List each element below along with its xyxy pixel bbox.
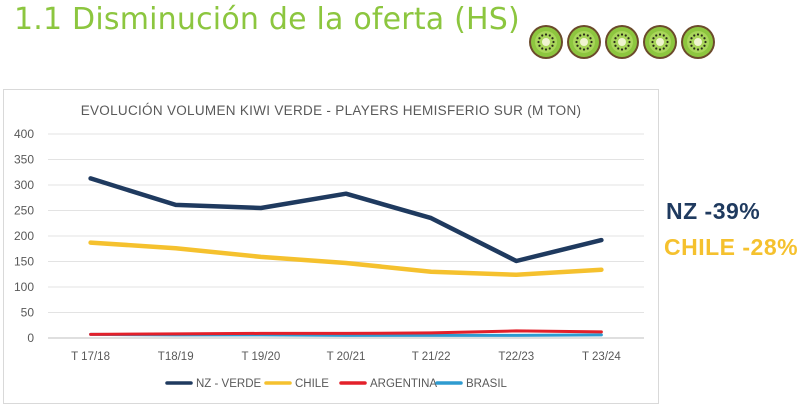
y-tick-label: 250	[14, 204, 34, 218]
chart-title: EVOLUCIÓN VOLUMEN KIWI VERDE - PLAYERS H…	[81, 103, 582, 118]
x-tick-label: T18/19	[158, 351, 194, 363]
kiwi-decoration	[528, 24, 716, 60]
kiwi-slice-icon	[681, 25, 715, 59]
series-line-chile	[88, 240, 604, 278]
kiwi-slice-icon	[643, 25, 677, 59]
line-chart: EVOLUCIÓN VOLUMEN KIWI VERDE - PLAYERS H…	[14, 103, 644, 390]
y-tick-label: 0	[27, 331, 34, 345]
chile-change-callout: CHILE -28%	[664, 234, 799, 260]
y-tick-label: 150	[14, 255, 34, 269]
x-tick-label: T 20/21	[327, 351, 366, 363]
y-tick-label: 300	[14, 178, 34, 192]
x-tick-label: T 23/24	[582, 351, 621, 363]
legend-label: BRASIL	[466, 378, 508, 390]
chart-frame: EVOLUCIÓN VOLUMEN KIWI VERDE - PLAYERS H…	[3, 89, 659, 404]
legend-item: ARGENTINA	[339, 378, 437, 390]
x-tick-label: T 17/18	[71, 351, 110, 363]
x-tick-label: T 19/20	[241, 351, 280, 363]
y-tick-label: 400	[14, 127, 34, 141]
series-line-argentina	[89, 329, 603, 336]
y-tick-label: 50	[21, 306, 35, 320]
x-tick-label: T22/23	[498, 351, 534, 363]
legend-item: CHILE	[264, 378, 329, 390]
legend-label: NZ - VERDE	[196, 378, 262, 390]
y-tick-label: 100	[14, 280, 34, 294]
kiwi-slice-icon	[605, 25, 639, 59]
kiwi-slice-icon	[529, 25, 563, 59]
series-line-nz-verde	[88, 176, 604, 264]
x-tick-label: T 21/22	[412, 351, 451, 363]
page-title: 1.1 Disminución de la oferta (HS)	[14, 2, 520, 37]
y-tick-label: 350	[14, 153, 34, 167]
legend-label: CHILE	[295, 378, 329, 390]
y-tick-label: 200	[14, 229, 34, 243]
legend-item: BRASIL	[435, 378, 508, 390]
nz-change-callout: NZ -39%	[666, 198, 761, 224]
kiwi-slice-icon	[567, 25, 601, 59]
legend-label: ARGENTINA	[370, 378, 437, 390]
legend-item: NZ - VERDE	[165, 378, 262, 390]
